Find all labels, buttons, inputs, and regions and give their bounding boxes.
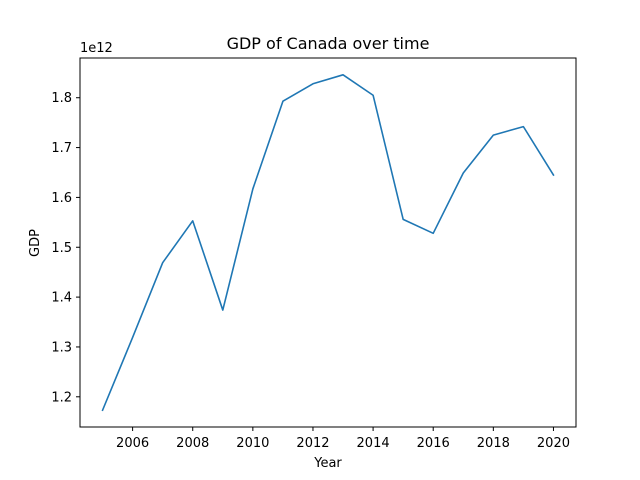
x-tick-label: 2016	[417, 436, 450, 451]
series-line	[101, 74, 555, 412]
x-tick-label: 2010	[236, 436, 269, 451]
y-tick-label: 1.5	[51, 241, 72, 256]
x-tick-label: 2018	[477, 436, 510, 451]
y-tick-label: 1.6	[51, 191, 72, 206]
plot-area	[79, 57, 577, 428]
series-layer	[101, 74, 555, 412]
y-tick-label: 1.2	[51, 390, 72, 405]
y-axis-offset-label: 1e12	[80, 41, 113, 56]
y-axis-label: GDP	[28, 229, 43, 257]
x-tick-label: 2014	[357, 436, 390, 451]
x-tick-label: 2008	[176, 436, 209, 451]
x-axis-label: Year	[313, 456, 342, 471]
plot-frame	[79, 57, 577, 428]
y-tick-label: 1.7	[51, 141, 72, 156]
x-tick-label: 2020	[537, 436, 570, 451]
x-tick-label: 2006	[116, 436, 149, 451]
x-tick-label: 2012	[296, 436, 329, 451]
y-tick-label: 1.8	[51, 91, 72, 106]
y-tick-label: 1.4	[51, 291, 72, 306]
y-axis-ticks: 1.2 1.3 1.4 1.5 1.6 1.7 1.8	[51, 91, 80, 405]
y-tick-label: 1.3	[51, 340, 72, 355]
x-axis-ticks: 2006 2008 2010 2012 2014 2016 2018 2020	[116, 427, 570, 451]
chart-title: GDP of Canada over time	[227, 34, 430, 53]
